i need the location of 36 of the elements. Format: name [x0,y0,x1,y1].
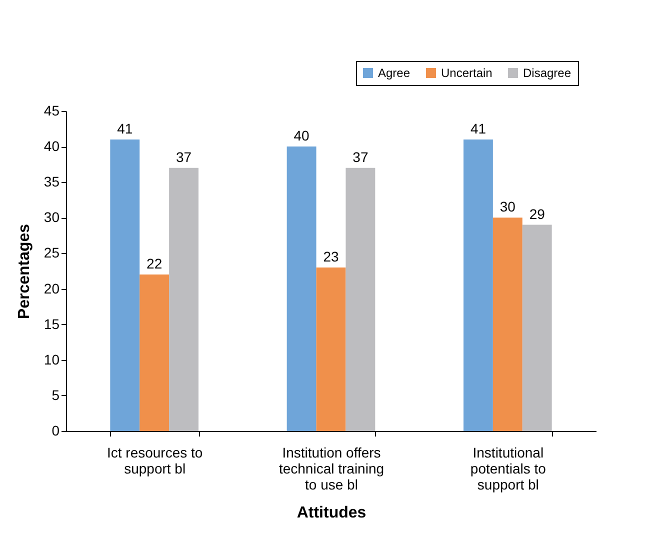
x-tick-label: Ict resources to support bl [106,444,203,476]
legend-label: Uncertain [441,66,492,80]
y-tick-label: 35 [44,174,60,190]
x-axis-title: Attitudes [296,504,366,522]
bar [492,218,522,431]
y-tick-label: 40 [44,138,60,154]
data-label: 23 [323,248,339,264]
y-tick-label: 45 [44,102,60,118]
bar [140,274,170,431]
bar [464,139,493,431]
data-label: 40 [294,128,310,144]
bar [316,267,346,431]
y-axis-title: Percentages [16,224,33,320]
y-tick-label: 20 [44,280,60,296]
data-label: 29 [529,206,546,222]
data-label: 41 [470,120,486,136]
data-label: 41 [117,120,133,136]
x-tick-label: Institution offers technical training to use bl [278,444,384,492]
bar [522,224,552,431]
y-tick-label: 0 [52,422,60,438]
data-label: 37 [176,148,192,165]
legend-label: Disagree [523,66,572,80]
x-tick-label: Institutional potentials to support bl [470,444,546,492]
data-label: 37 [352,148,368,165]
y-tick-label: 30 [44,209,60,226]
data-label: 30 [500,198,516,215]
bar [346,168,376,431]
y-tick-label: 10 [44,351,60,368]
y-tick-label: 15 [44,316,60,332]
bar [286,146,316,431]
data-label: 22 [146,256,162,272]
y-tick-label: 5 [52,386,60,403]
y-tick-label: 25 [44,244,60,261]
legend-label: Agree [378,66,410,80]
bar [110,139,140,431]
bar [169,168,198,431]
